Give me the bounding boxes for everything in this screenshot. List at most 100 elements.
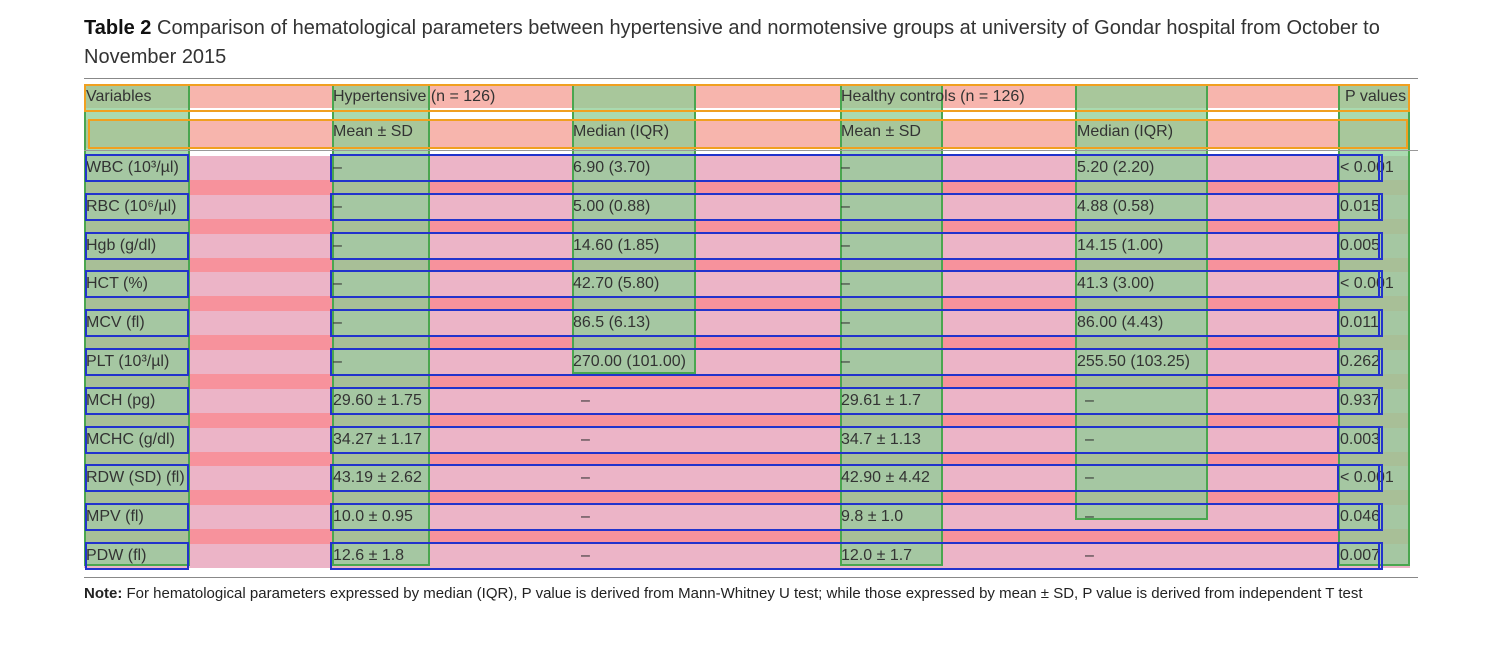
cell-g2-median: 5.20 (2.20)	[1077, 159, 1155, 176]
cell-g2-mean: 29.61 ± 1.7	[841, 391, 921, 409]
cell-g2-median: 14.15 (1.00)	[1077, 236, 1164, 254]
cell-p: 0.262	[1340, 353, 1381, 370]
variable-box	[85, 464, 189, 493]
table-caption: Table 2 Comparison of hematological para…	[84, 14, 1414, 72]
variable-box	[85, 192, 189, 221]
header-variables: Variables	[86, 88, 152, 105]
note-label: Note:	[84, 585, 123, 602]
cell-g2-median: –	[1085, 508, 1094, 526]
cell-g2-median: 255.50 (103.25)	[1077, 353, 1190, 370]
row-box	[330, 425, 1380, 454]
header-median-iqr: Median (IQR)	[1077, 123, 1174, 140]
row-box	[330, 231, 1380, 260]
header-box-2	[88, 119, 1408, 149]
variable-box	[85, 309, 189, 338]
header-rule	[84, 150, 1418, 151]
cell-g1-mean: –	[333, 275, 342, 293]
header-group2: Healthy controls (n = 126)	[841, 88, 1025, 105]
cell-variable: MPV (fl)	[86, 508, 144, 526]
cell-p: 0.937	[1340, 391, 1381, 409]
cell-g1-mean: 10.0 ± 0.95	[333, 508, 413, 526]
cell-g1-mean: –	[333, 314, 342, 332]
cell-g1-mean: –	[333, 353, 342, 370]
cell-g2-median: 86.00 (4.43)	[1077, 314, 1164, 332]
cell-g1-mean: –	[333, 159, 342, 176]
cell-g2-mean: –	[841, 275, 850, 293]
cell-p: 0.003	[1340, 430, 1381, 448]
column-highlight	[332, 84, 430, 566]
cell-g1-mean: –	[333, 197, 342, 215]
variable-box	[85, 154, 189, 182]
row-box	[330, 464, 1380, 493]
cell-p: < 0.001	[1340, 275, 1394, 293]
column-highlight	[1338, 84, 1410, 566]
cell-variable: MCV (fl)	[86, 314, 145, 332]
cell-g1-mean: 34.27 ± 1.17	[333, 430, 422, 448]
cell-g2-mean: 34.7 ± 1.13	[841, 430, 921, 448]
cell-variable: MCHC (g/dl)	[86, 430, 175, 448]
cell-g1-mean: 12.6 ± 1.8	[333, 547, 405, 564]
cell-g2-mean: 9.8 ± 1.0	[841, 508, 904, 526]
cell-g1-median: 5.00 (0.88)	[573, 197, 651, 215]
cell-g2-mean: 42.90 ± 4.42	[841, 469, 930, 487]
row-box	[330, 386, 1380, 415]
cell-p: < 0.001	[1340, 159, 1394, 176]
cell-variable: PLT (10³/µl)	[86, 353, 170, 370]
cell-variable: MCH (pg)	[86, 391, 156, 409]
cell-p: 0.011	[1340, 314, 1379, 332]
column-highlight	[840, 84, 943, 566]
table-note: Note: For hematological parameters expre…	[84, 582, 1414, 606]
cell-g1-mean: 29.60 ± 1.75	[333, 391, 422, 409]
cell-g1-median: –	[581, 547, 590, 564]
cell-g1-median: –	[581, 391, 590, 409]
variable-box	[85, 231, 189, 260]
cell-g1-median: 42.70 (5.80)	[573, 275, 660, 293]
cell-g2-median: 4.88 (0.58)	[1077, 197, 1155, 215]
header-median-iqr: Median (IQR)	[573, 123, 670, 140]
cell-variable: PDW (fl)	[86, 547, 147, 564]
cell-variable: RDW (SD) (fl)	[86, 469, 185, 487]
cell-g2-mean: –	[841, 353, 850, 370]
table-label: Table 2	[84, 17, 152, 39]
variable-box	[85, 348, 189, 376]
header-mean-sd: Mean ± SD	[333, 123, 413, 140]
cell-g1-median: –	[581, 430, 590, 448]
cell-g2-mean: –	[841, 197, 850, 215]
cell-p: 0.046	[1340, 508, 1381, 526]
variable-box	[85, 503, 189, 532]
cell-g2-mean: –	[841, 314, 850, 332]
row-box	[330, 542, 1380, 570]
variable-box	[85, 270, 189, 299]
cell-variable: RBC (10⁶/µl)	[86, 197, 177, 215]
bottom-rule	[84, 577, 1418, 578]
row-box	[330, 192, 1380, 221]
cell-variable: HCT (%)	[86, 275, 148, 293]
cell-g1-mean: 43.19 ± 2.62	[333, 469, 422, 487]
cell-p: < 0.001	[1340, 469, 1394, 487]
cell-g1-median: –	[581, 508, 590, 526]
table-title: Comparison of hematological parameters b…	[84, 17, 1380, 68]
cell-g1-median: 86.5 (6.13)	[573, 314, 651, 332]
column-highlight	[1075, 84, 1208, 520]
header-pvalues: P values	[1345, 88, 1407, 105]
cell-g2-median: –	[1085, 430, 1094, 448]
variable-box	[85, 425, 189, 454]
row-band	[84, 544, 1410, 568]
cell-g2-median: –	[1085, 391, 1094, 409]
column-highlight	[572, 84, 696, 374]
cell-g2-mean: –	[841, 236, 850, 254]
note-text: For hematological parameters expressed b…	[126, 585, 1363, 602]
cell-g2-median: 41.3 (3.00)	[1077, 275, 1155, 293]
cell-g1-median: 270.00 (101.00)	[573, 353, 686, 370]
header-group1: Hypertensive (n = 126)	[333, 88, 496, 105]
cell-g1-median: 6.90 (3.70)	[573, 159, 651, 176]
cell-g1-mean: –	[333, 236, 342, 254]
cell-variable: WBC (10³/µl)	[86, 159, 179, 176]
row-box	[330, 270, 1380, 299]
column-highlight	[84, 84, 190, 566]
cell-g2-median: –	[1085, 547, 1094, 564]
cell-p: 0.005	[1340, 236, 1381, 254]
row-box	[330, 309, 1380, 338]
cell-g1-median: 14.60 (1.85)	[573, 236, 660, 254]
top-rule	[84, 78, 1418, 79]
